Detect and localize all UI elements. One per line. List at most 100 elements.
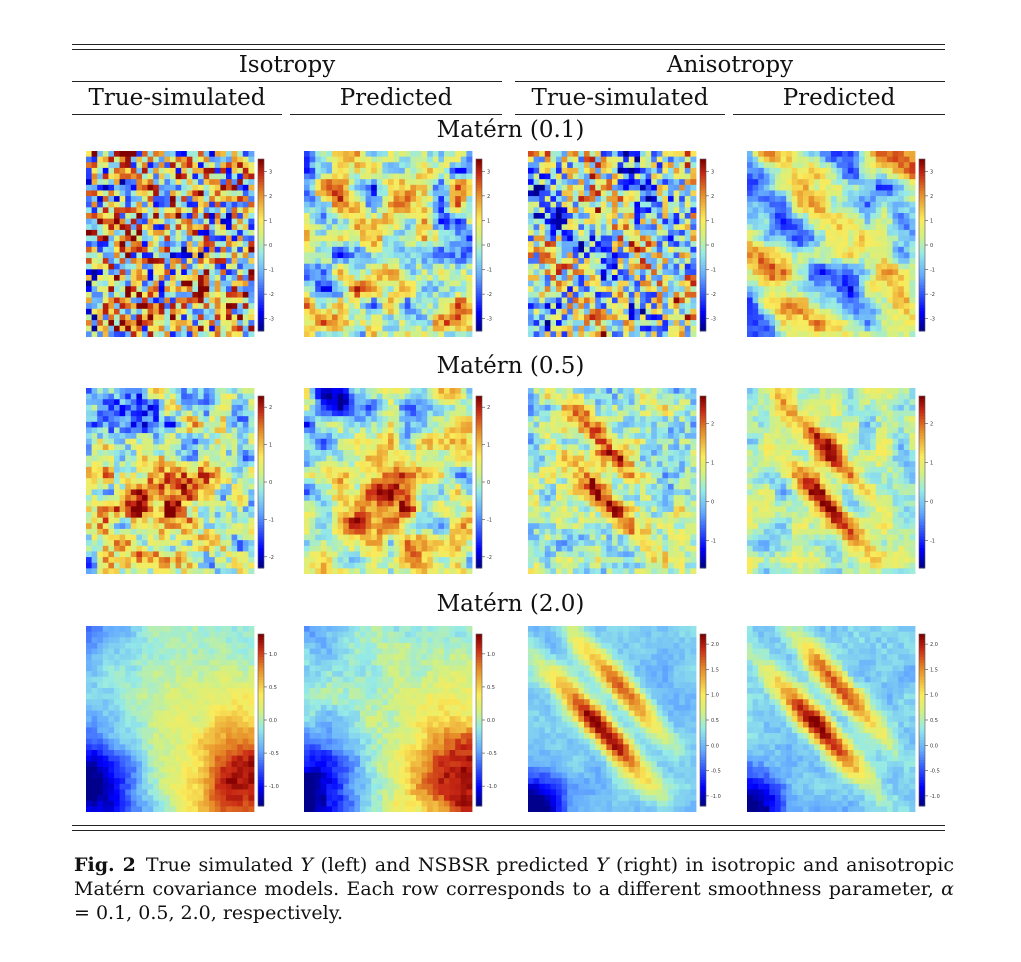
heatmap-cell — [91, 151, 98, 158]
colorbar-segment — [476, 322, 482, 326]
heatmap-cell — [747, 320, 753, 327]
heatmap-cell — [892, 201, 899, 208]
heatmap-cell — [186, 325, 193, 332]
heatmap-cell — [371, 207, 378, 214]
colorbar-segment — [700, 179, 706, 183]
heatmap-cell — [808, 224, 815, 231]
heatmap-cell — [153, 308, 160, 315]
heatmap-cell — [242, 179, 249, 186]
heatmap-cell — [404, 331, 411, 337]
heatmap-cell — [628, 303, 635, 310]
heatmap-cell — [404, 201, 411, 208]
heatmap-cell — [248, 207, 255, 214]
heatmap-cell — [164, 213, 171, 220]
heatmap-cell — [887, 156, 893, 163]
heatmap-cell — [108, 433, 115, 440]
heatmap-cell — [455, 297, 462, 304]
heatmap-cell — [119, 297, 126, 304]
heatmap-cell — [533, 201, 540, 208]
heatmap-cell — [747, 151, 753, 158]
heatmap-cell — [226, 235, 232, 242]
heatmap-cell — [315, 275, 322, 282]
heatmap-cell — [332, 235, 338, 242]
heatmap-cell — [752, 286, 759, 293]
heatmap-cell — [231, 229, 238, 236]
heatmap-cell — [684, 331, 691, 337]
heatmap-cell — [528, 190, 534, 197]
heatmap-cell — [376, 275, 383, 282]
heatmap-cell — [214, 500, 221, 507]
heatmap-cell — [343, 162, 350, 169]
heatmap-cell — [170, 162, 176, 169]
heatmap-cell — [354, 275, 361, 282]
heatmap-cell — [600, 314, 607, 321]
heatmap-cell — [584, 263, 590, 270]
heatmap-cell — [198, 455, 204, 462]
heatmap-cell — [97, 399, 104, 406]
heatmap-cell — [320, 297, 327, 304]
heatmap-cell — [410, 167, 417, 174]
heatmap-cell — [752, 162, 759, 169]
heatmap-cell — [393, 201, 400, 208]
heatmap-cell — [343, 246, 350, 253]
heatmap-cell — [600, 229, 607, 236]
heatmap-cell — [332, 269, 338, 276]
heatmap-cell — [808, 297, 815, 304]
heatmap-cell — [147, 517, 154, 524]
heatmap-cell — [170, 308, 176, 315]
heatmap-cell — [214, 297, 221, 304]
heatmap-cell — [125, 308, 132, 315]
heatmap-cell — [528, 320, 534, 327]
heatmap-cell — [97, 325, 104, 332]
heatmap-cell — [780, 151, 787, 158]
heatmap-cell — [438, 308, 445, 315]
heatmap-cell — [86, 190, 92, 197]
heatmap-cell — [198, 466, 204, 473]
heatmap-cell — [572, 258, 579, 265]
heatmap-cell — [97, 235, 104, 242]
heatmap-cell — [758, 280, 765, 287]
heatmap-cell — [853, 162, 860, 169]
heatmap-cell — [214, 427, 221, 434]
heatmap-cell — [147, 427, 154, 434]
heatmap-cell — [376, 167, 383, 174]
heatmap-cell — [220, 229, 227, 236]
heatmap-cell — [175, 438, 182, 445]
heatmap-cell — [578, 190, 585, 197]
heatmap-cell — [102, 438, 109, 445]
heatmap-cell — [416, 241, 422, 248]
heatmap-cell — [786, 235, 793, 242]
heatmap-cell — [808, 229, 815, 236]
heatmap-cell — [803, 196, 809, 203]
heatmap-cell — [578, 196, 585, 203]
heatmap-cell — [231, 416, 238, 423]
heatmap-cell — [343, 314, 350, 321]
heatmap-cell — [831, 201, 837, 208]
heatmap-cell — [864, 190, 871, 197]
heatmap-cell — [175, 444, 182, 451]
colorbar-segment — [919, 299, 925, 303]
heatmap-cell — [875, 263, 882, 270]
colorbar-segment — [919, 239, 925, 243]
heatmap-cell — [544, 286, 551, 293]
heatmap-cell — [567, 280, 574, 287]
heatmap-cell — [747, 314, 753, 321]
heatmap-cell — [875, 162, 882, 169]
heatmap-cell — [108, 512, 115, 519]
heatmap-cell — [567, 258, 574, 265]
heatmap-cell — [142, 241, 148, 248]
heatmap-cell — [421, 286, 428, 293]
heatmap-cell — [198, 196, 204, 203]
heatmap-cell — [404, 196, 411, 203]
heatmap-cell — [354, 235, 361, 242]
heatmap-cell — [791, 151, 798, 158]
heatmap-cell — [567, 314, 574, 321]
colorbar-tick-label: -1 — [487, 268, 492, 274]
heatmap-cell — [309, 303, 316, 310]
heatmap-cell — [388, 179, 394, 186]
heatmap-cell — [399, 173, 406, 180]
heatmap-cell — [237, 291, 244, 298]
heatmap-cell — [567, 184, 574, 191]
heatmap-cell — [600, 246, 607, 253]
heatmap-cell — [237, 427, 244, 434]
